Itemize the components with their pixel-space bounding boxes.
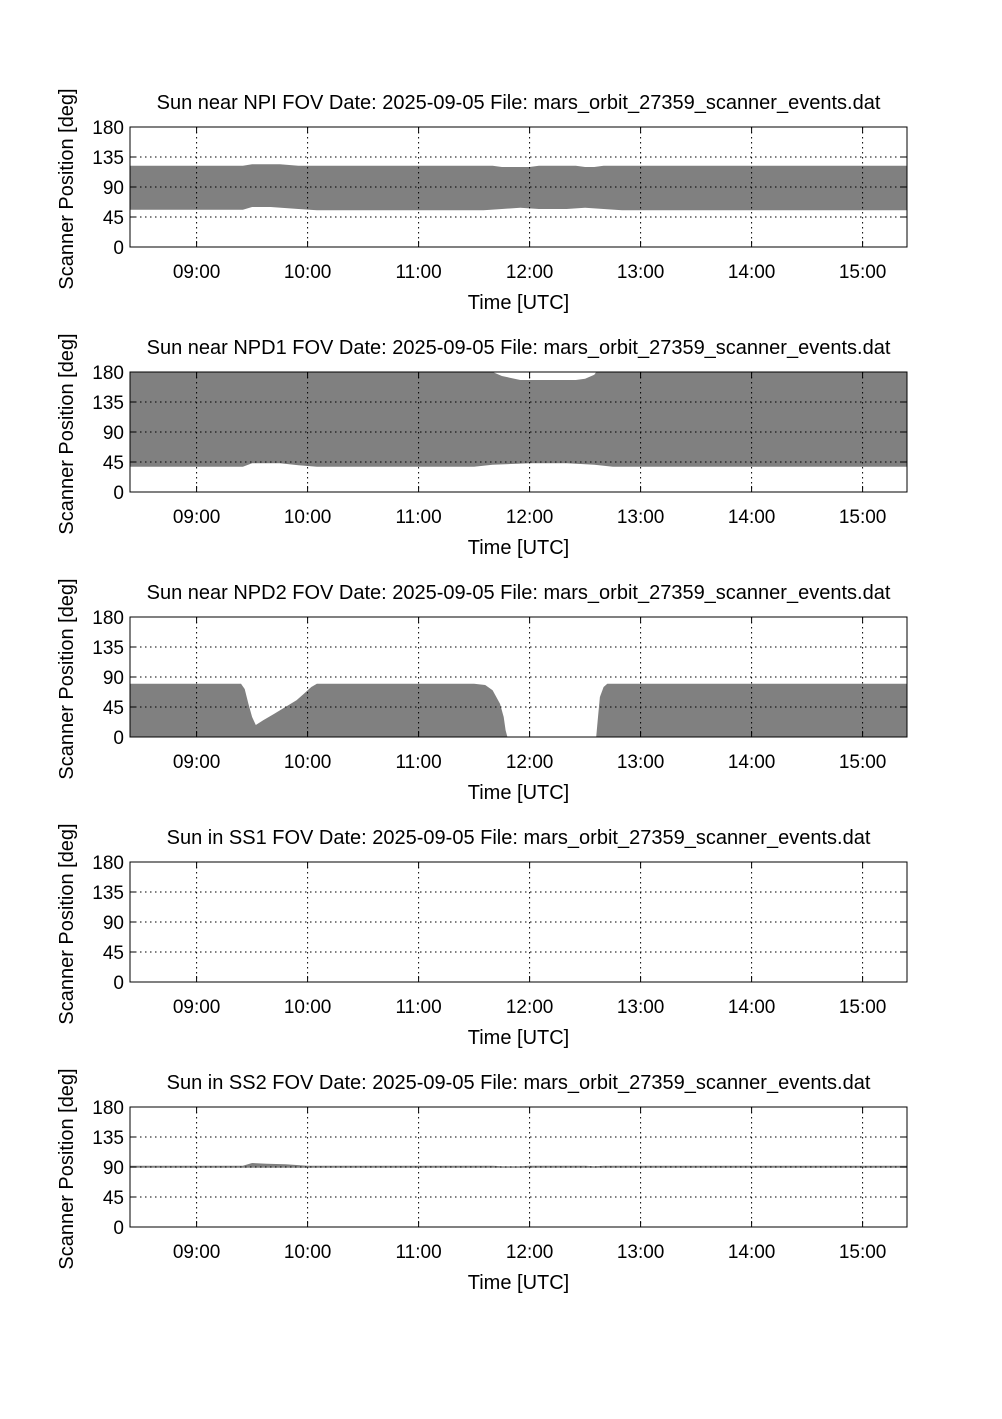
y-tick-label: 90 [103,1158,124,1179]
x-tick-label: 09:00 [173,997,221,1018]
x-tick-label: 10:00 [284,507,332,528]
chart-panel-4: 09:00 10:00 11:00 12:00 13:00 14:00 15:00 0 45 90… [56,823,908,1049]
x-axis-label: Time [UTC] [468,292,569,314]
y-tick-label: 180 [92,118,124,139]
y-tick-label: 90 [103,423,124,444]
x-tick-label: 13:00 [617,752,665,773]
y-tick-label: 135 [92,148,124,169]
x-axis-label: Time [UTC] [468,782,569,804]
x-tick-label: 15:00 [839,1242,887,1263]
y-tick-label: 180 [92,853,124,874]
y-tick-label: 0 [113,728,124,749]
chart-panel-2: 09:00 10:00 11:00 12:00 13:00 14:00 15:00 0 45 90… [56,333,908,559]
y-axis-label: Scanner Position [deg] [56,823,78,1024]
chart-title: Sun near NPI FOV Date: 2025-09-05 File: … [157,92,881,114]
x-tick-label: 11:00 [396,507,442,528]
x-tick-label: 14:00 [728,997,776,1018]
x-tick-label: 09:00 [173,507,221,528]
y-tick-label: 45 [103,943,124,964]
x-tick-label: 14:00 [728,507,776,528]
band-area-2 [596,683,907,737]
x-tick-label: 14:00 [728,752,776,773]
chart-panel-3: 09:00 10:00 11:00 12:00 13:00 14:00 15:00 0 45 90… [56,578,908,804]
x-tick-label: 12:00 [506,752,554,773]
x-tick-label: 13:00 [617,997,665,1018]
y-tick-label: 90 [103,178,124,199]
y-tick-label: 135 [92,883,124,904]
y-tick-label: 135 [92,393,124,414]
x-axis-label: Time [UTC] [468,537,569,559]
y-tick-label: 135 [92,638,124,659]
chart-panel-5: 09:00 10:00 11:00 12:00 13:00 14:00 15:00 0 45 90… [56,1068,908,1294]
y-tick-label: 90 [103,913,124,934]
x-tick-label: 11:00 [396,997,442,1018]
chart-title: Sun in SS2 FOV Date: 2025-09-05 File: ma… [167,1072,871,1094]
x-tick-label: 10:00 [284,1242,332,1263]
chart-title: Sun near NPD2 FOV Date: 2025-09-05 File:… [147,582,891,604]
y-tick-label: 180 [92,363,124,384]
x-tick-label: 09:00 [173,262,221,283]
y-axis-label: Scanner Position [deg] [56,578,78,779]
y-axis-label: Scanner Position [deg] [56,333,78,534]
chart-title: Sun near NPD1 FOV Date: 2025-09-05 File:… [147,337,891,359]
x-tick-label: 13:00 [617,1242,665,1263]
band-area-1 [130,1163,907,1168]
x-tick-label: 12:00 [506,1242,554,1263]
y-tick-label: 45 [103,208,124,229]
x-tick-label: 15:00 [839,262,887,283]
y-axis-label: Scanner Position [deg] [56,88,78,289]
chart-panel-1: 09:00 10:00 11:00 12:00 13:00 14:00 15:00 0 45 90… [56,88,908,314]
x-tick-label: 12:00 [506,997,554,1018]
x-axis-label: Time [UTC] [468,1027,569,1049]
x-tick-label: 10:00 [284,997,332,1018]
y-tick-label: 0 [113,238,124,259]
x-tick-label: 11:00 [396,1242,442,1263]
x-tick-label: 12:00 [506,507,554,528]
x-tick-label: 15:00 [839,997,887,1018]
y-tick-label: 0 [113,1218,124,1239]
y-tick-label: 45 [103,1188,124,1209]
y-tick-label: 45 [103,453,124,474]
band-area-1 [130,164,907,211]
x-tick-label: 14:00 [728,1242,776,1263]
x-tick-label: 15:00 [839,507,887,528]
x-tick-label: 12:00 [506,262,554,283]
x-axis-label: Time [UTC] [468,1272,569,1294]
chart-title: Sun in SS1 FOV Date: 2025-09-05 File: ma… [167,827,871,849]
y-axis-label: Scanner Position [deg] [56,1068,78,1269]
y-tick-label: 0 [113,483,124,504]
band-area-1 [130,683,508,737]
y-tick-label: 135 [92,1128,124,1149]
y-tick-label: 0 [113,973,124,994]
band-area-1 [130,372,907,467]
x-tick-label: 11:00 [396,752,442,773]
x-tick-label: 10:00 [284,262,332,283]
x-tick-label: 09:00 [173,752,221,773]
y-tick-label: 90 [103,668,124,689]
x-tick-label: 15:00 [839,752,887,773]
y-tick-label: 180 [92,1098,124,1119]
x-tick-label: 10:00 [284,752,332,773]
y-tick-label: 180 [92,608,124,629]
x-tick-label: 13:00 [617,507,665,528]
y-tick-label: 45 [103,698,124,719]
x-tick-label: 09:00 [173,1242,221,1263]
x-tick-label: 13:00 [617,262,665,283]
x-tick-label: 11:00 [396,262,442,283]
x-tick-label: 14:00 [728,262,776,283]
